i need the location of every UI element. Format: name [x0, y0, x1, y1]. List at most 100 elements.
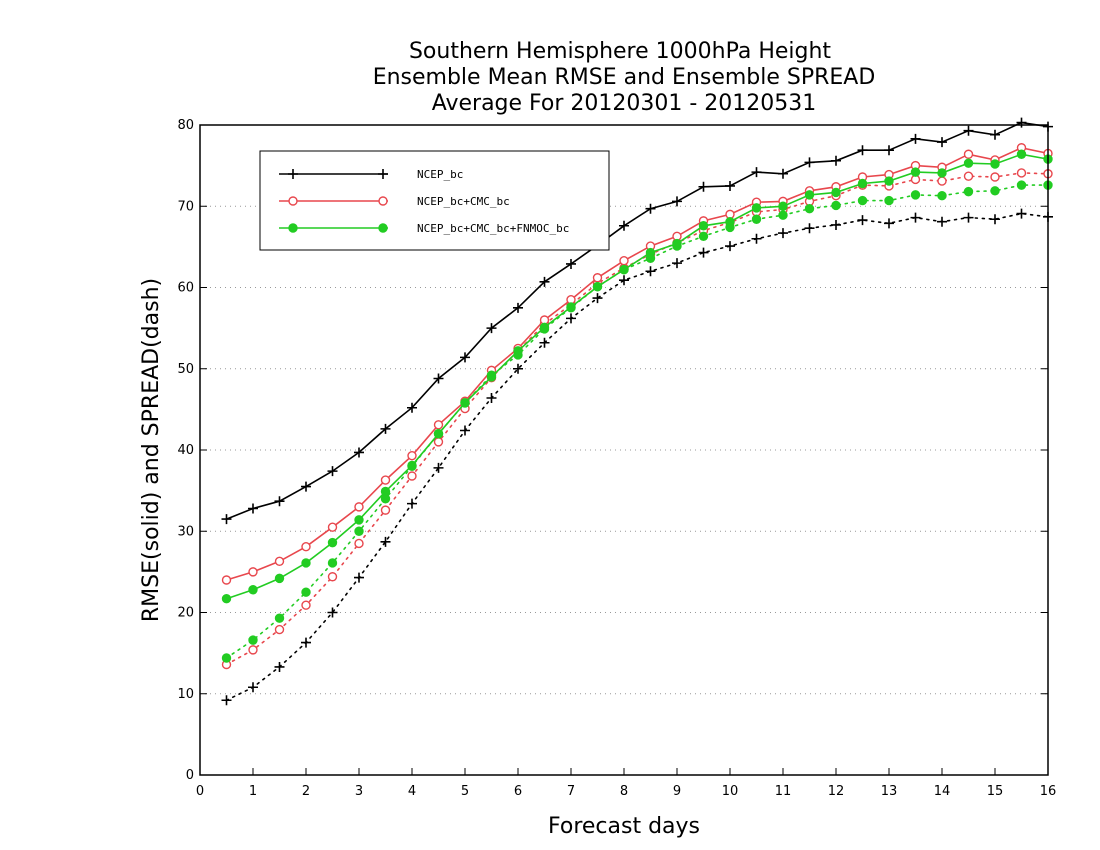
rmse-point [804, 157, 815, 168]
spread-point [990, 214, 1000, 225]
rmse-point [778, 168, 788, 179]
rmse-point [248, 585, 258, 595]
x-tick-label: 9 [673, 784, 681, 799]
x-tick-label: 6 [514, 784, 522, 799]
spread-point [778, 228, 788, 239]
rmse-point [248, 567, 258, 577]
rmse-point [566, 302, 576, 312]
rmse-line-0 [226, 121, 1049, 520]
rmse-point [301, 558, 311, 568]
spread-point [327, 572, 338, 582]
rmse-point [354, 447, 364, 458]
x-tick-label: 12 [828, 784, 845, 799]
x-tick-label: 13 [881, 784, 898, 799]
rmse-point [937, 168, 947, 178]
rmse-point [963, 158, 974, 168]
spread-point [433, 462, 444, 473]
rmse-point [407, 460, 417, 471]
y-tick-label: 0 [186, 768, 194, 783]
rmse-point [645, 247, 656, 258]
rmse-point [460, 398, 470, 408]
spread-point [778, 210, 788, 220]
spread-point [407, 471, 417, 481]
rmse-point [327, 522, 338, 532]
spread-point [751, 233, 762, 244]
spread-point [274, 661, 285, 672]
rmse-point [990, 129, 1000, 140]
rmse-point [486, 372, 497, 382]
x-tick-label: 0 [196, 784, 204, 799]
x-tick-label: 7 [567, 784, 575, 799]
rmse-point [857, 145, 868, 156]
rmse-point [566, 258, 576, 269]
rmse-point [354, 515, 364, 525]
rmse-point [778, 201, 788, 211]
spread-point [937, 216, 947, 227]
rmse-point [910, 133, 921, 144]
rmse-point [884, 176, 894, 186]
x-tick-label: 15 [987, 784, 1004, 799]
rmse-point [301, 541, 311, 552]
rmse-point [460, 352, 470, 363]
spread-point [513, 363, 523, 374]
spread-point [380, 536, 391, 547]
y-tick-label: 80 [177, 118, 194, 133]
spread-point [539, 337, 550, 348]
rmse-point [910, 167, 921, 177]
series-2 [221, 149, 1053, 663]
y-tick-label: 40 [177, 443, 194, 458]
rmse-point [327, 537, 338, 548]
spread-point [301, 600, 311, 610]
rmse-point [539, 322, 550, 333]
y-axis-label: RMSE(solid) and SPREAD(dash) [139, 278, 164, 622]
rmse-point [513, 302, 523, 313]
rmse-point [857, 178, 868, 189]
x-tick-label: 11 [775, 784, 792, 799]
legend-marker [288, 223, 298, 233]
spread-point [274, 613, 285, 623]
spread-point [725, 241, 735, 252]
spread-point [1016, 180, 1027, 190]
rmse-point [221, 575, 232, 585]
spread-point [327, 607, 338, 618]
spread-point [884, 218, 894, 229]
x-tick-label: 1 [249, 784, 257, 799]
rmse-point [672, 196, 682, 207]
series-0 [221, 117, 1053, 706]
rmse-point [619, 264, 629, 275]
spread-point [486, 393, 497, 403]
rmse-point [831, 187, 841, 198]
rmse-point [433, 429, 444, 439]
rmse-point [804, 190, 815, 200]
rmse-point [221, 514, 232, 525]
legend-marker [378, 223, 388, 233]
spread-point [1016, 208, 1027, 219]
y-tick-label: 20 [177, 606, 194, 621]
spread-point [274, 624, 285, 635]
legend-marker [288, 169, 298, 179]
legend-entry-0: NCEP_bc [279, 168, 463, 181]
spread-point [804, 203, 815, 214]
rmse-point [274, 496, 285, 507]
spread-point [619, 275, 629, 286]
spread-point [1016, 168, 1027, 178]
rmse-point [963, 149, 974, 159]
spread-point [672, 258, 682, 269]
spread-point [354, 572, 364, 583]
x-tick-label: 4 [408, 784, 416, 799]
rmse-point [672, 238, 682, 249]
y-tick-label: 10 [177, 687, 194, 702]
spread-point [804, 223, 815, 234]
spread-point [698, 231, 709, 242]
spread-point [963, 171, 974, 181]
spread-point [380, 505, 391, 515]
spread-point [698, 247, 709, 258]
legend-marker [378, 196, 388, 206]
rmse-point [963, 125, 974, 136]
spread-point [301, 637, 311, 648]
y-tick-label: 30 [177, 524, 194, 539]
spread-point [857, 215, 868, 226]
rmse-point [301, 481, 311, 492]
spread-point [354, 526, 364, 536]
legend-label: NCEP_bc [417, 168, 463, 181]
